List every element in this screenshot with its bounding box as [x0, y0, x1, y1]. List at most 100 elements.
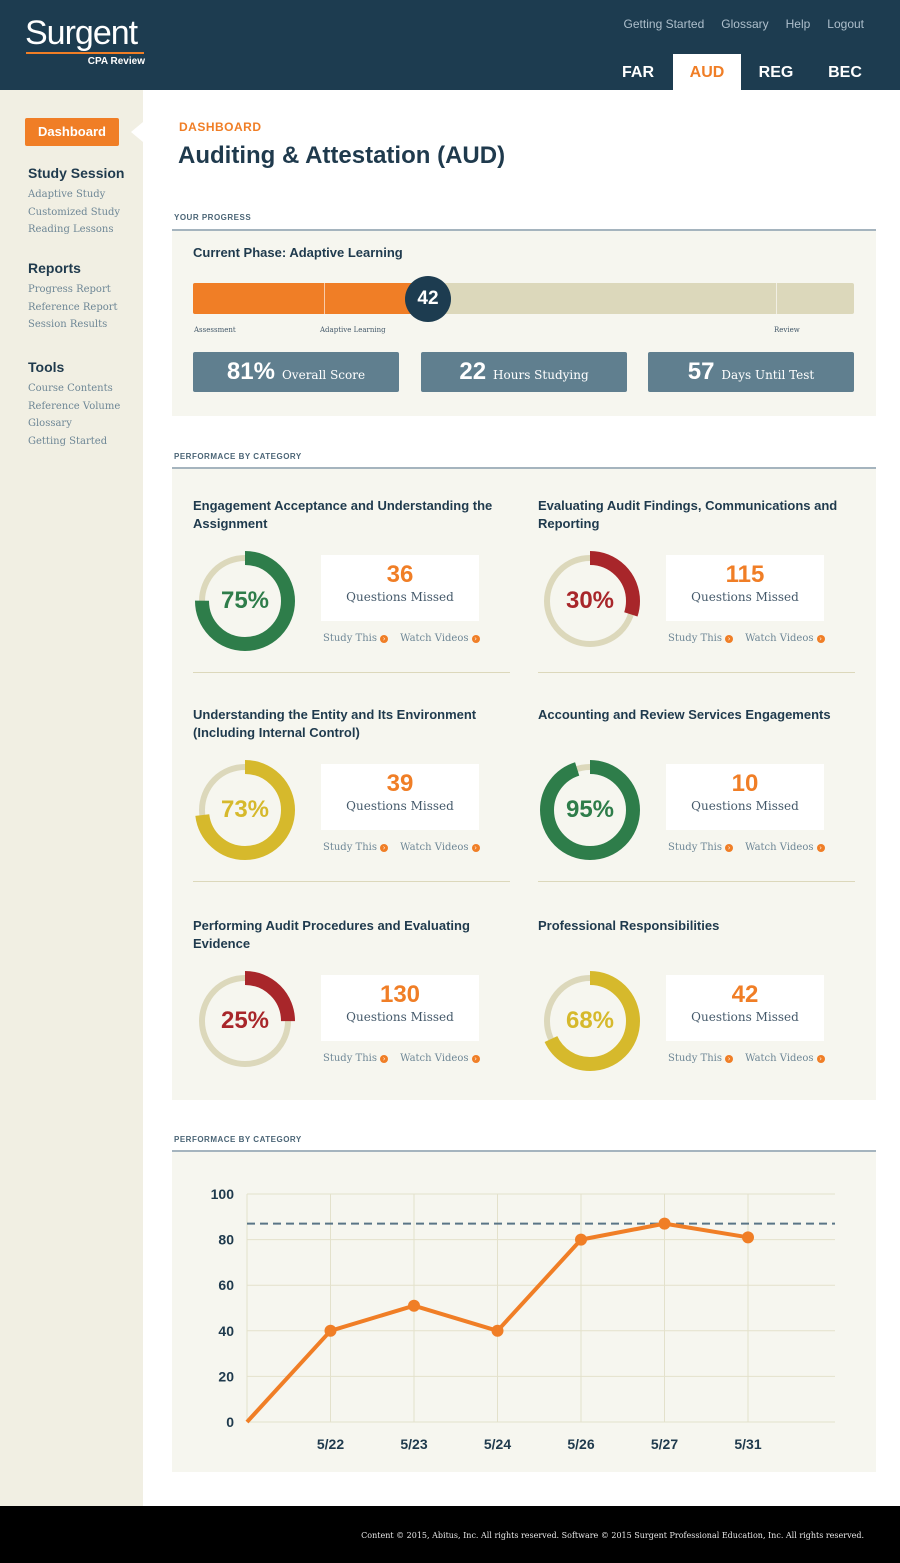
arrow-right-icon: ›: [724, 844, 733, 852]
stat-value: 57: [687, 358, 715, 385]
category-donut-chart: [540, 760, 640, 860]
tab-bec[interactable]: BEC: [828, 64, 862, 81]
sidebar-item-customized-study[interactable]: Customized Study: [28, 206, 121, 218]
questions-missed-box: 130 Questions Missed: [321, 975, 479, 1041]
category-title: Performing Audit Procedures and Evaluati…: [193, 918, 470, 951]
category-links: Study This › Watch Videos ›: [668, 1053, 834, 1064]
category-divider: [538, 672, 855, 673]
donut-value-arc: [195, 760, 295, 860]
category-percent: 68%: [565, 1007, 615, 1034]
stat-label: Hours Studying: [493, 368, 589, 382]
watch-videos-link[interactable]: Watch Videos ›: [745, 1053, 825, 1064]
category-links: Study This › Watch Videos ›: [668, 842, 834, 853]
x-tick-label: 5/24: [484, 1436, 511, 1452]
sidebar-item-progress-report[interactable]: Progress Report: [28, 284, 111, 295]
questions-missed-count: 115: [725, 561, 765, 588]
data-point: [742, 1231, 754, 1244]
link-logout[interactable]: Logout: [827, 17, 864, 31]
watch-videos-label: Watch Videos: [745, 842, 814, 853]
watch-videos-link[interactable]: Watch Videos ›: [745, 842, 825, 853]
stat-label: Overall Score: [281, 368, 366, 382]
category-percent: 73%: [220, 796, 270, 823]
sidebar-heading: Tools: [28, 359, 65, 375]
sidebar-item-course-contents[interactable]: Course Contents: [28, 383, 113, 394]
sidebar-group-tools: Tools Course Contents Reference Volume G…: [28, 359, 120, 451]
questions-missed-box: 115 Questions Missed: [666, 555, 824, 621]
data-point: [491, 1324, 504, 1337]
utility-nav: Getting Started Glossary Help Logout: [624, 17, 864, 31]
watch-videos-label: Watch Videos: [745, 1053, 814, 1064]
link-getting-started[interactable]: Getting Started: [623, 17, 705, 31]
copyright-text: Content © 2015, Abitus, Inc. All rights …: [361, 1531, 864, 1540]
study-this-link[interactable]: Study This ›: [668, 842, 733, 853]
sidebar-item-getting-started[interactable]: Getting Started: [28, 436, 108, 448]
study-this-link[interactable]: Study This ›: [323, 842, 388, 853]
section-label-progress: YOUR PROGRESS: [174, 213, 252, 222]
stat-days-until-test: 57 Days Until Test: [648, 352, 854, 392]
page-title: Auditing & Attestation (AUD): [178, 142, 506, 169]
category-title: Engagement Acceptance and Understanding …: [193, 498, 493, 531]
study-this-link[interactable]: Study This ›: [668, 1053, 733, 1064]
section-divider: [172, 467, 876, 469]
breadcrumb: DASHBOARD: [179, 120, 262, 134]
questions-missed-box: 39 Questions Missed: [321, 764, 479, 830]
arrow-right-icon: ›: [724, 1055, 733, 1063]
link-help[interactable]: Help: [785, 17, 811, 31]
sidebar-item-session-results[interactable]: Session Results: [28, 319, 108, 331]
arrow-right-icon: ›: [471, 844, 480, 852]
watch-videos-link[interactable]: Watch Videos ›: [400, 842, 480, 853]
surgent-logo[interactable]: Surgent CPA Review: [25, 14, 147, 70]
active-pointer: [131, 122, 143, 142]
questions-missed-box: 10 Questions Missed: [666, 764, 824, 830]
questions-missed-box: 36 Questions Missed: [321, 555, 479, 621]
sidebar-item-reading-lessons[interactable]: Reading Lessons: [28, 224, 114, 236]
category-links: Study This › Watch Videos ›: [323, 633, 489, 644]
phase-label-review: Review: [774, 326, 800, 334]
questions-missed-count: 42: [731, 981, 759, 1008]
study-this-label: Study This: [323, 842, 377, 853]
phase-progress-track: [193, 283, 854, 314]
watch-videos-link[interactable]: Watch Videos ›: [400, 1053, 480, 1064]
sidebar-item-adaptive-study[interactable]: Adaptive Study: [28, 189, 106, 200]
chart-panel: 0 20 40 60 80 100 5/22 5/23 5/24 5/26 5/27 5/31: [172, 1152, 876, 1472]
y-tick-label: 60: [218, 1277, 234, 1293]
link-glossary[interactable]: Glossary: [721, 17, 769, 31]
y-tick-label: 100: [211, 1186, 235, 1202]
category-percent: 95%: [565, 796, 615, 823]
study-this-link[interactable]: Study This ›: [323, 633, 388, 644]
category-title: Professional Responsibilities: [538, 918, 720, 933]
watch-videos-label: Watch Videos: [400, 633, 469, 644]
logo-underline: [26, 52, 144, 54]
questions-missed-count: 36: [386, 561, 414, 588]
section-label-categories: PERFORMACE BY CATEGORY: [174, 452, 302, 461]
study-this-link[interactable]: Study This ›: [668, 633, 733, 644]
category-donut-chart: [195, 760, 295, 860]
category-links: Study This › Watch Videos ›: [668, 633, 834, 644]
watch-videos-link[interactable]: Watch Videos ›: [400, 633, 480, 644]
sidebar-item-reference-volume[interactable]: Reference Volume: [28, 400, 121, 412]
categories-panel: Engagement Acceptance and Understanding …: [172, 469, 876, 1100]
logo-subtitle: CPA Review: [87, 56, 145, 67]
donut-value-arc: [195, 551, 295, 651]
donut-value-arc: [540, 971, 640, 1071]
top-header: Surgent CPA Review Getting Started Gloss…: [0, 0, 900, 90]
watch-videos-link[interactable]: Watch Videos ›: [745, 633, 825, 644]
arrow-right-icon: ›: [379, 844, 388, 852]
dashboard-button[interactable]: Dashboard: [25, 118, 119, 146]
watch-videos-label: Watch Videos: [400, 842, 469, 853]
arrow-right-icon: ›: [471, 635, 480, 643]
study-this-link[interactable]: Study This ›: [323, 1053, 388, 1064]
category-percent: 30%: [565, 587, 615, 614]
study-this-label: Study This: [323, 633, 377, 644]
sidebar-item-glossary[interactable]: Glossary: [28, 418, 72, 430]
stat-label: Days Until Test: [721, 368, 815, 382]
tab-aud[interactable]: AUD: [673, 54, 741, 90]
phase-progress-fill: [193, 283, 428, 314]
category-donut-chart: [195, 551, 295, 651]
phase-label-assessment: Assessment: [194, 326, 236, 334]
sidebar-item-reference-report[interactable]: Reference Report: [28, 301, 118, 313]
tab-reg[interactable]: REG: [758, 64, 794, 81]
arrow-right-icon: ›: [816, 844, 825, 852]
tab-far[interactable]: FAR: [622, 64, 654, 81]
watch-videos-label: Watch Videos: [400, 1053, 469, 1064]
